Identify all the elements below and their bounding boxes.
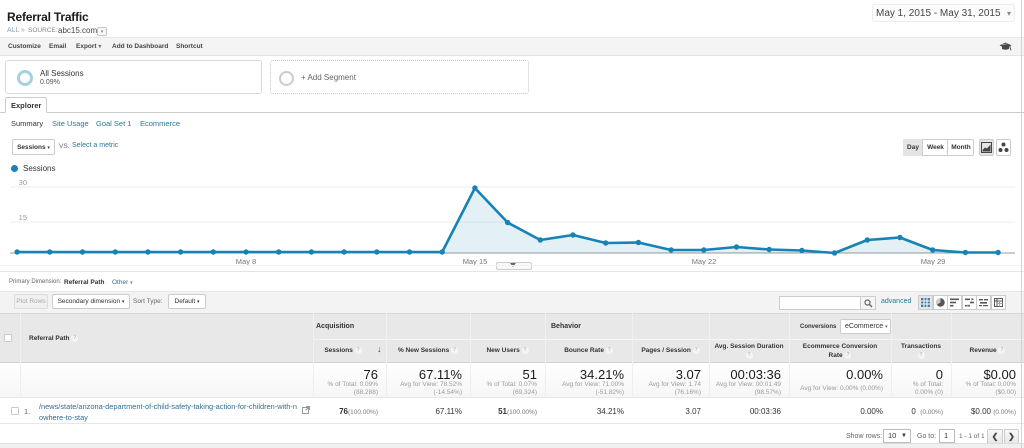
svg-text:15: 15 (19, 213, 27, 222)
svg-text:May 29: May 29 (921, 257, 946, 266)
svg-text:May 15: May 15 (463, 257, 488, 266)
svg-text:May 22: May 22 (692, 257, 717, 266)
svg-text:30: 30 (19, 178, 27, 187)
svg-text:May 8: May 8 (236, 257, 256, 266)
